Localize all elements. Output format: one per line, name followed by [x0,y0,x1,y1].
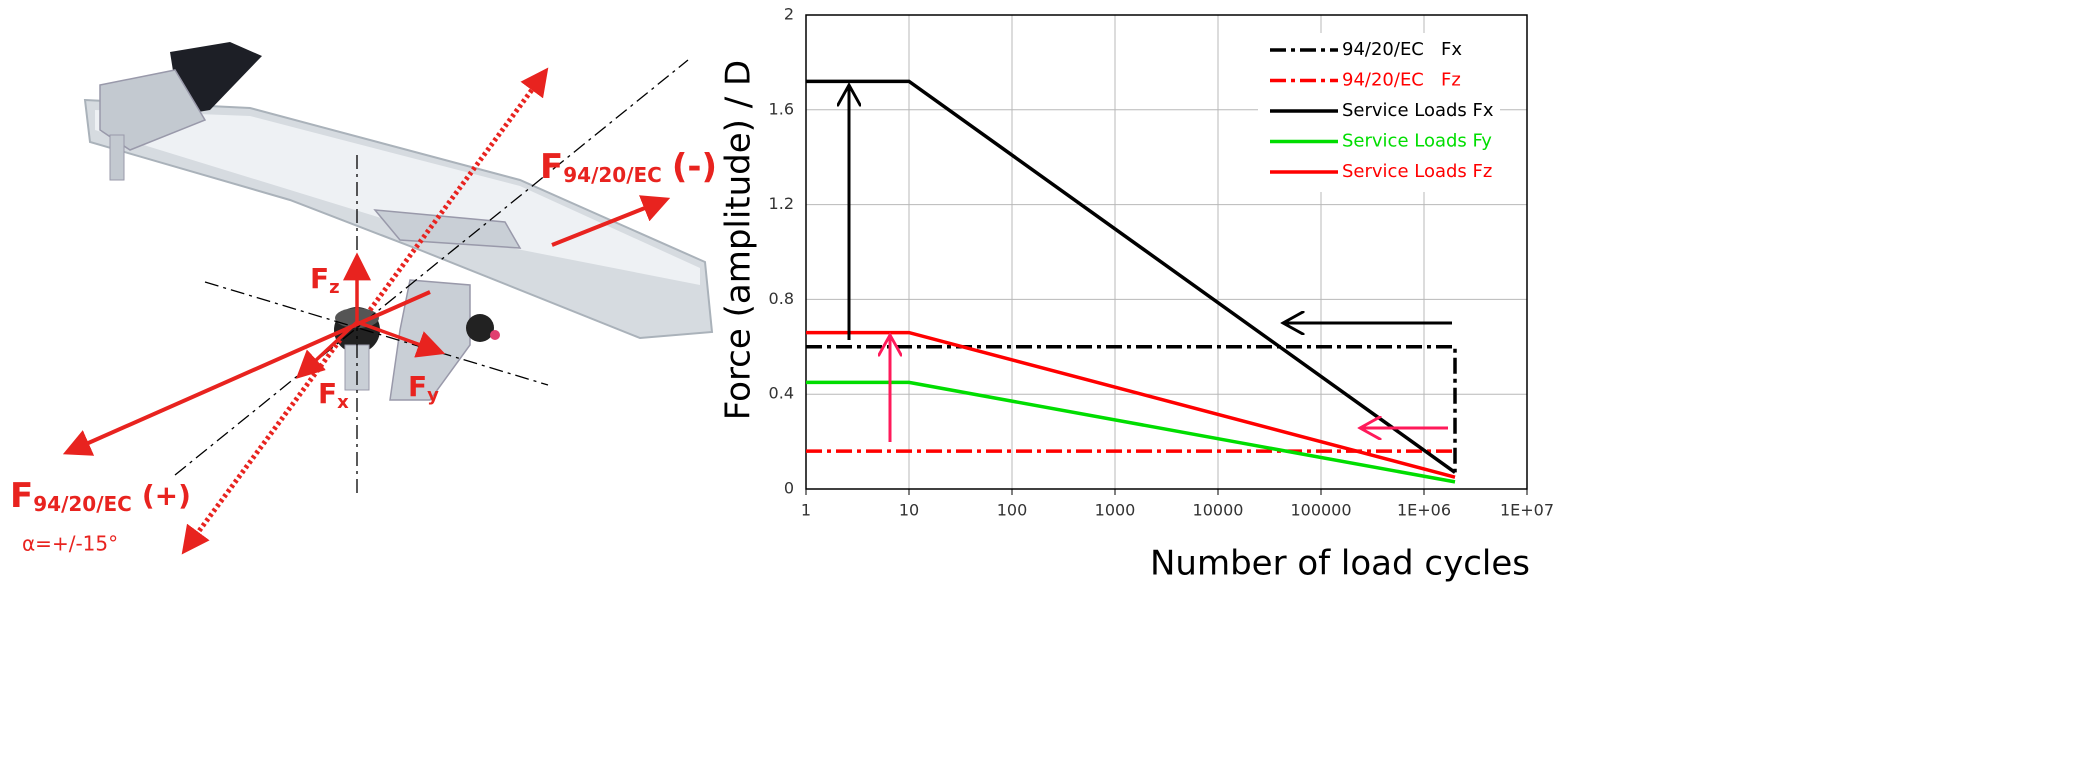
series-line [806,79,1457,474]
series-line [806,380,1456,484]
y-tick-label: 1.6 [769,99,794,118]
y-tick-label: 1.2 [769,194,794,213]
annotation-arrows [849,85,1452,442]
x-tick-label: 10 [899,501,919,520]
symbol: F [10,476,33,516]
x-tick-label: 10000 [1193,501,1244,520]
force-plus-label: F94/20/EC (+) [10,476,191,516]
fz-label: Fz [310,262,340,298]
force-minus-label: F94/20/EC (-) [540,147,717,187]
sign: (-) [672,147,717,187]
y-tick-label: 0.8 [769,289,794,308]
y-tick-label: 0 [784,479,794,498]
x-tick-label: 100 [997,501,1028,520]
x-tick-label: 1 [801,501,811,520]
x-axis-label: Number of load cycles [1150,544,1530,584]
symbol: F [310,262,329,295]
legend-label: Service Loads Fz [1342,161,1492,182]
symbol: F [318,377,337,410]
y-axis-label: Force (amplitude) / D [719,60,759,420]
y-tick-label: 2 [784,5,794,24]
x-tick-label: 1000 [1095,501,1136,520]
subscript: 94/20/EC [33,492,132,516]
x-tick-label: 1E+07 [1500,501,1554,520]
fy-label: Fy [408,370,439,406]
series-line [806,345,1457,473]
subscript: 94/20/EC [563,163,662,187]
tow-bar [83,42,714,401]
plot-frame [805,14,1528,490]
force-arrows [62,67,671,555]
legend-label: 94/20/EC Fz [1342,70,1461,91]
fx-label: Fx [318,377,349,413]
legend-label: Service Loads Fy [1342,131,1492,152]
chart: 0 0.4 0.8 1.2 1.6 2 1 10 100 1000 10000 100000 1E+06… [769,5,1554,520]
legend-label: 94/20/EC Fx [1342,39,1462,60]
x-tick-label: 100000 [1290,501,1351,520]
symbol: F [408,370,427,403]
sign: (+) [142,479,191,512]
legend-label: Service Loads Fx [1342,100,1494,121]
angle-label: α=+/-15° [22,532,118,556]
subscript: z [329,277,339,298]
force-labels: F94/20/EC (-) F94/20/EC (+) Fz Fx Fy [10,147,717,516]
symbol: F [540,147,563,187]
y-tick-label: 0.4 [769,384,794,403]
subscript: x [337,392,349,413]
series-line [806,330,1456,479]
subscript: y [427,385,439,406]
x-tick-label: 1E+06 [1397,501,1451,520]
